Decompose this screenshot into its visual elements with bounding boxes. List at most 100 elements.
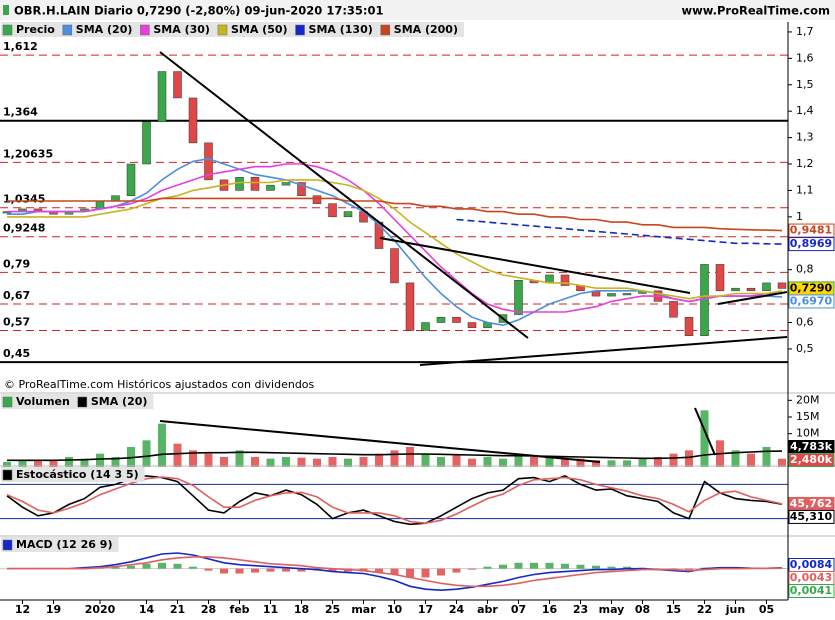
value-label: 45,762	[790, 497, 832, 510]
level-label: 0,57	[3, 315, 30, 328]
x-tick-label: 10	[387, 603, 403, 616]
bar	[406, 568, 414, 578]
bar	[468, 458, 476, 467]
bar	[623, 460, 631, 467]
level-label: 1,612	[3, 40, 38, 53]
header-icon	[3, 5, 9, 15]
bar	[297, 568, 306, 572]
level-label: 0,45	[3, 347, 30, 360]
series-line	[7, 556, 783, 588]
bar	[266, 568, 275, 572]
bar	[747, 453, 755, 467]
x-tick-label: 18	[294, 603, 309, 616]
panel-title: Estocástico (14 3 5)	[16, 468, 139, 481]
x-tick-label: 2020	[85, 603, 116, 616]
bar	[483, 457, 492, 467]
y-tick-label: 1,1	[796, 183, 814, 196]
candle	[452, 316, 461, 323]
legend-bg	[1, 537, 119, 552]
bar	[561, 458, 569, 467]
candle	[204, 142, 213, 181]
candle	[188, 97, 198, 144]
bar	[158, 423, 166, 467]
bar	[530, 457, 538, 467]
bar	[142, 563, 151, 569]
y-tick-label: 0,6	[796, 316, 814, 329]
x-tick-label: 19	[46, 603, 61, 616]
y-tick-label: 1,2	[796, 157, 814, 170]
legend-label: SMA (50)	[231, 23, 288, 36]
footer: © ProRealTime.com Históricos ajustados c…	[4, 378, 315, 391]
candle	[281, 182, 291, 186]
bar	[623, 566, 631, 569]
y-tick-label: 0,8	[796, 263, 814, 276]
legend-swatch	[217, 24, 228, 36]
candle	[312, 195, 322, 204]
bar	[685, 450, 693, 467]
legend-bg	[138, 22, 216, 37]
value-label-box	[788, 584, 835, 598]
x-tick-label: 22	[697, 603, 712, 616]
bar	[282, 568, 290, 572]
legend-swatch	[380, 24, 391, 36]
bar	[65, 457, 73, 467]
legend-swatch	[2, 469, 13, 481]
value-label: 0,7290	[790, 281, 833, 294]
candle	[126, 163, 136, 196]
x-tick-label: 23	[573, 603, 588, 616]
x-tick-label: mar	[351, 603, 376, 616]
x-tick-label: 16	[542, 603, 558, 616]
candle	[669, 301, 678, 318]
level-label: 0,9248	[3, 222, 45, 235]
legend-bg	[293, 22, 379, 37]
value-label: 0,0084	[790, 558, 833, 571]
bar	[669, 453, 678, 467]
series-line	[7, 197, 783, 232]
bar	[297, 457, 306, 467]
candle	[266, 184, 275, 191]
bar	[452, 568, 461, 573]
candle	[777, 282, 787, 289]
bar	[654, 457, 662, 467]
x-tick-label: 07	[511, 603, 526, 616]
value-label-box	[788, 223, 835, 238]
x-tick-label: may	[599, 603, 625, 616]
bar	[390, 450, 399, 467]
legend-label: SMA (130)	[309, 23, 373, 36]
legend-bg	[1, 467, 145, 482]
series-line	[7, 450, 783, 462]
x-tick-label: 28	[201, 603, 216, 616]
candle	[235, 176, 244, 191]
value-label-box	[788, 294, 835, 309]
bar	[545, 562, 554, 569]
candle	[421, 322, 430, 331]
legend-swatch	[62, 24, 73, 36]
legend-label: Volumen	[16, 395, 70, 408]
bar	[251, 568, 259, 573]
y-tick-label: 1,4	[796, 104, 814, 117]
legend-bg	[75, 394, 154, 409]
bar	[762, 447, 771, 467]
y-tick-label: 20M	[796, 393, 820, 406]
candle	[405, 282, 415, 331]
x-tick-label: 14	[139, 603, 155, 616]
x-tick-label: 24	[449, 603, 465, 616]
candle	[250, 176, 260, 191]
bar	[530, 562, 538, 569]
candle	[700, 264, 709, 336]
bar	[344, 458, 352, 467]
x-tick-label: 25	[325, 603, 340, 616]
bar	[607, 460, 616, 467]
value-label: 4,783k	[790, 440, 833, 453]
value-label: 0,8969	[790, 237, 832, 250]
series-line	[7, 163, 782, 313]
candle	[142, 121, 151, 165]
bar	[452, 455, 461, 467]
bar	[421, 568, 430, 578]
bar	[189, 450, 197, 467]
bar	[220, 568, 228, 574]
bar	[483, 566, 492, 569]
bar	[204, 453, 213, 467]
x-tick-label: 08	[635, 603, 650, 616]
value-label: 45,310	[790, 510, 833, 523]
